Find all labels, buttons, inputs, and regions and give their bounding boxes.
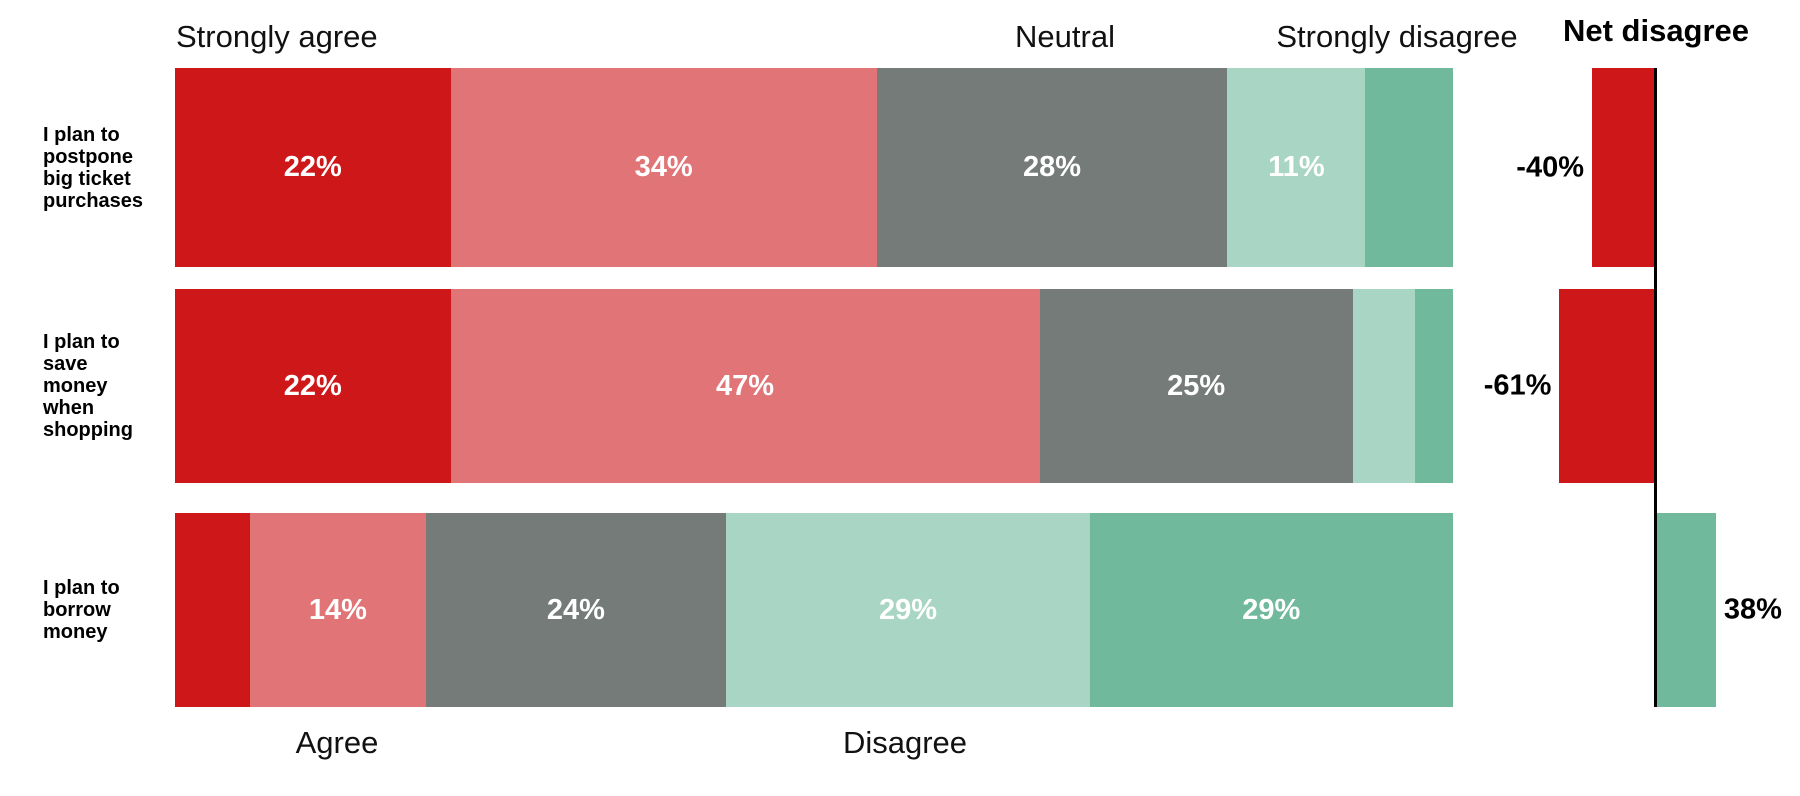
bar-segment-strongly-agree	[175, 513, 251, 707]
bar-segment-value: 25%	[1167, 369, 1226, 402]
row-label: I plan to postpone big ticket purchases	[43, 124, 173, 212]
net-disagree-value: -61%	[1483, 369, 1552, 402]
net-disagree-value: -40%	[1516, 151, 1584, 183]
bar-segment-neutral: 28%	[876, 68, 1228, 267]
bar-segment-value: 22%	[283, 369, 342, 402]
bar-segment-strongly-agree: 22%	[175, 289, 451, 483]
net-disagree-column-header: Net disagree	[1562, 13, 1750, 48]
bar-segment-agree: 34%	[450, 68, 877, 267]
legend-strongly-agree: Strongly agree	[176, 19, 378, 54]
bar-segment-agree: 14%	[250, 513, 426, 707]
bar-segment-disagree	[1352, 289, 1416, 483]
bar-segment-agree: 47%	[450, 289, 1040, 483]
net-disagree-bar	[1559, 289, 1654, 483]
bar-segment-strongly-disagree	[1415, 289, 1453, 483]
row-label-line: I plan to	[43, 577, 120, 599]
row-label-line: I plan to	[43, 331, 120, 353]
legend-disagree: Disagree	[842, 725, 968, 760]
bar-segment-strongly-agree: 22%	[175, 68, 451, 267]
stacked-bar: 22% 47% 25%	[175, 289, 1453, 483]
bar-segment-value: 34%	[634, 151, 693, 183]
row-label-line: borrow	[43, 599, 111, 621]
row-label-line: purchases	[43, 189, 144, 212]
net-disagree-value: 38%	[1723, 593, 1782, 626]
bar-segment-value: 29%	[878, 593, 937, 626]
bar-segment-value: 28%	[1023, 151, 1082, 183]
net-disagree-bar	[1592, 68, 1654, 267]
stacked-bar: 14% 24% 29% 29%	[175, 513, 1453, 707]
row-label-line: money	[43, 621, 108, 643]
net-zero-axis-line	[1654, 68, 1657, 707]
legend-agree: Agree	[295, 725, 379, 760]
bar-segment-disagree: 11%	[1227, 68, 1366, 267]
bar-segment-value: 24%	[546, 593, 605, 626]
bar-segment-neutral: 24%	[425, 513, 727, 707]
row-label-line: big ticket	[43, 167, 131, 190]
bar-segment-disagree: 29%	[726, 513, 1090, 707]
row-label-line: save	[43, 353, 88, 375]
row-label: I plan to save money when shopping	[43, 331, 173, 441]
bar-segment-value: 47%	[716, 369, 775, 402]
bar-segment-value: 29%	[1242, 593, 1301, 626]
legend-neutral: Neutral	[1015, 19, 1115, 54]
bar-segment-value: 11%	[1268, 151, 1325, 183]
row-label: I plan to borrow money	[43, 577, 173, 643]
net-disagree-bar	[1657, 513, 1716, 707]
bar-segment-value: 22%	[283, 151, 342, 183]
bar-segment-value: 14%	[308, 593, 367, 626]
row-label-line: shopping	[43, 419, 133, 441]
bar-segment-strongly-disagree: 29%	[1089, 513, 1453, 707]
stacked-bar: 22% 34% 28% 11%	[175, 68, 1453, 267]
row-label-line: I plan to	[43, 123, 120, 146]
row-label-line: money	[43, 375, 108, 397]
bar-segment-strongly-disagree	[1365, 68, 1453, 267]
row-label-line: when	[43, 397, 95, 419]
legend-strongly-disagree: Strongly disagree	[1276, 19, 1518, 54]
bar-segment-neutral: 25%	[1039, 289, 1353, 483]
row-label-line: postpone	[43, 145, 133, 168]
